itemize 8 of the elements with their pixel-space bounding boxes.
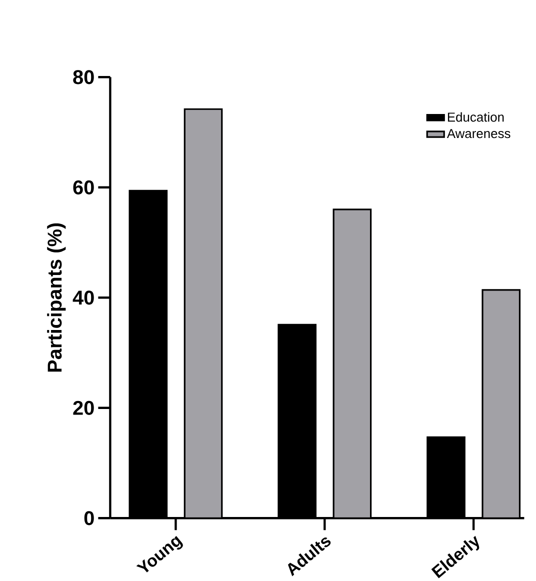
y-tick-label: 80 xyxy=(73,70,94,84)
legend-label: Education xyxy=(448,112,504,122)
y-axis-title: Participants (%) xyxy=(47,223,66,372)
y-tick-label: 60 xyxy=(73,180,94,194)
y-tick-label: 40 xyxy=(72,290,94,305)
y-tick-label: 20 xyxy=(73,400,94,415)
y-tick-label: 0 xyxy=(84,511,94,526)
legend-label: Awareness xyxy=(446,129,510,138)
